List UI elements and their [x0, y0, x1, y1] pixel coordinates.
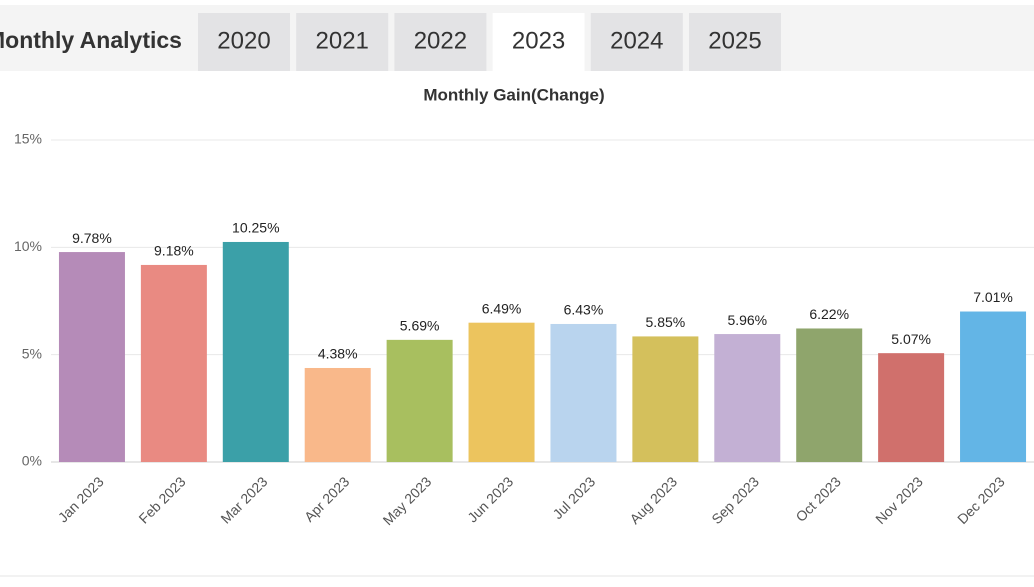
- bar: [878, 353, 945, 462]
- bar: [632, 336, 699, 462]
- x-tick-label: May 2023: [380, 473, 435, 528]
- value-label: 10.25%: [232, 220, 279, 236]
- year-tab-label[interactable]: 2024: [610, 27, 663, 54]
- value-label: 6.22%: [809, 306, 849, 322]
- x-tick-label: Jan 2023: [55, 473, 107, 525]
- y-tick-label: 15%: [14, 131, 42, 147]
- year-tab[interactable]: [689, 13, 781, 71]
- value-label: 4.38%: [318, 346, 358, 362]
- value-label: 5.69%: [400, 318, 440, 334]
- year-tab[interactable]: [492, 13, 585, 71]
- value-label: 5.96%: [727, 312, 767, 328]
- x-tick-label: Aug 2023: [626, 473, 680, 527]
- y-tick-label: 10%: [14, 238, 42, 254]
- bar: [714, 334, 781, 462]
- year-tab-label[interactable]: 2020: [217, 27, 270, 54]
- value-label: 9.18%: [154, 243, 194, 259]
- chart-title: Monthly Gain(Change): [423, 85, 604, 104]
- y-tick-label: 0%: [22, 453, 42, 469]
- x-tick-label: Jul 2023: [549, 473, 598, 522]
- x-tick-label: Oct 2023: [792, 473, 844, 525]
- year-tab[interactable]: [590, 13, 683, 71]
- y-tick-label: 5%: [22, 345, 42, 361]
- bar: [960, 311, 1027, 462]
- bar: [796, 328, 863, 462]
- year-tab-label[interactable]: 2021: [316, 27, 369, 54]
- year-tab[interactable]: [198, 13, 290, 71]
- bar: [386, 339, 453, 462]
- value-label: 6.49%: [482, 300, 522, 316]
- bar: [304, 367, 371, 462]
- year-tab-label[interactable]: 2023: [512, 27, 565, 54]
- year-tab[interactable]: [296, 13, 389, 71]
- x-tick-label: Nov 2023: [872, 473, 926, 527]
- bar: [550, 323, 617, 462]
- x-tick-label: Apr 2023: [301, 473, 353, 525]
- value-label: 7.01%: [973, 289, 1013, 305]
- value-label: 9.78%: [72, 230, 112, 246]
- page-title: Monthly Analytics: [0, 27, 182, 53]
- value-label: 5.85%: [646, 314, 686, 330]
- year-tab-label[interactable]: 2025: [708, 27, 761, 54]
- bar: [222, 241, 289, 462]
- x-tick-label: Jun 2023: [464, 473, 516, 525]
- bar: [468, 322, 535, 462]
- x-tick-label: Feb 2023: [135, 473, 188, 526]
- bar: [140, 264, 207, 462]
- value-label: 5.07%: [891, 331, 931, 347]
- year-tab-label[interactable]: 2022: [414, 27, 467, 54]
- value-label: 6.43%: [564, 302, 604, 318]
- x-tick-label: Mar 2023: [217, 473, 270, 526]
- x-tick-label: Sep 2023: [708, 473, 762, 527]
- x-tick-label: Dec 2023: [954, 473, 1008, 527]
- bar: [58, 252, 125, 462]
- year-tab[interactable]: [394, 13, 487, 71]
